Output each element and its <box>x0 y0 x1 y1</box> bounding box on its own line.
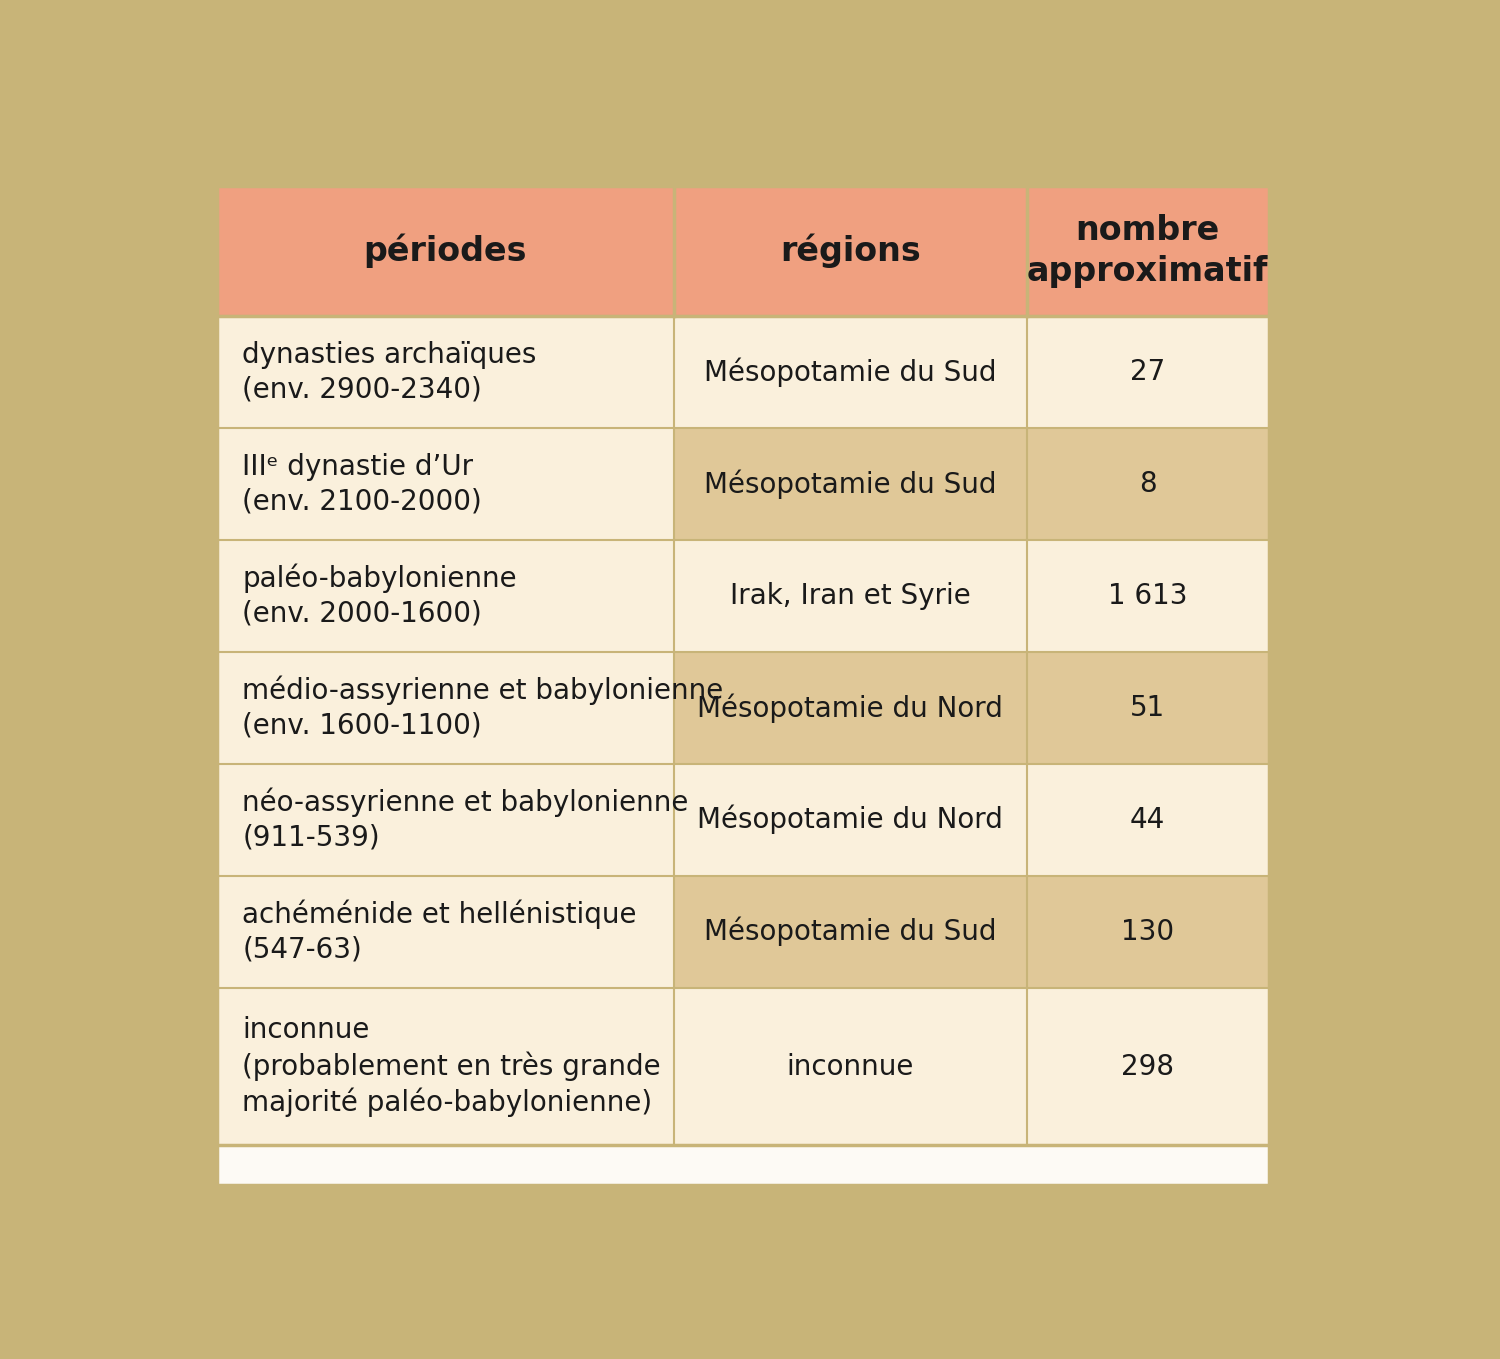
Bar <box>216 764 674 875</box>
Bar <box>674 652 1269 764</box>
Text: Mésopotamie du Nord: Mésopotamie du Nord <box>698 805 1004 834</box>
Text: nombre
approximatif: nombre approximatif <box>1028 215 1269 288</box>
Bar <box>216 875 674 988</box>
Bar <box>674 428 1269 540</box>
Bar <box>216 652 674 764</box>
Bar <box>674 317 1269 428</box>
Bar <box>216 988 674 1146</box>
Bar <box>674 764 1269 875</box>
Text: 298: 298 <box>1120 1052 1174 1080</box>
Text: 44: 44 <box>1130 806 1166 833</box>
Text: 51: 51 <box>1130 693 1166 722</box>
Bar <box>674 988 1269 1146</box>
Text: dynasties archaïques
(env. 2900-2340): dynasties archaïques (env. 2900-2340) <box>242 341 537 404</box>
Text: médio-assyrienne et babylonienne
(env. 1600-1100): médio-assyrienne et babylonienne (env. 1… <box>242 675 723 739</box>
Text: néo-assyrienne et babylonienne
(911-539): néo-assyrienne et babylonienne (911-539) <box>242 788 688 852</box>
Text: Mésopotamie du Nord: Mésopotamie du Nord <box>698 693 1004 723</box>
Bar <box>216 186 1269 317</box>
Text: Mésopotamie du Sud: Mésopotamie du Sud <box>704 469 996 499</box>
Bar <box>216 540 674 652</box>
Text: Irak, Iran et Syrie: Irak, Iran et Syrie <box>730 582 970 610</box>
Text: 8: 8 <box>1138 470 1156 497</box>
Text: inconnue
(probablement en très grande
majorité paléo-babylonienne): inconnue (probablement en très grande ma… <box>242 1017 662 1117</box>
Text: 130: 130 <box>1120 917 1174 946</box>
Text: IIIᵉ dynastie d’Ur
(env. 2100-2000): IIIᵉ dynastie d’Ur (env. 2100-2000) <box>242 453 482 515</box>
Text: inconnue: inconnue <box>786 1052 914 1080</box>
Text: 27: 27 <box>1130 357 1166 386</box>
Text: achéménide et hellénistique
(547-63): achéménide et hellénistique (547-63) <box>242 900 636 964</box>
Bar <box>674 540 1269 652</box>
Text: Mésopotamie du Sud: Mésopotamie du Sud <box>704 917 996 946</box>
Text: 1 613: 1 613 <box>1108 582 1188 610</box>
Text: paléo-babylonienne
(env. 2000-1600): paléo-babylonienne (env. 2000-1600) <box>242 564 518 628</box>
Text: périodes: périodes <box>363 234 526 268</box>
Text: Mésopotamie du Sud: Mésopotamie du Sud <box>704 357 996 387</box>
Bar <box>216 428 674 540</box>
Text: régions: régions <box>780 234 921 268</box>
Bar <box>674 875 1269 988</box>
Bar <box>216 317 674 428</box>
